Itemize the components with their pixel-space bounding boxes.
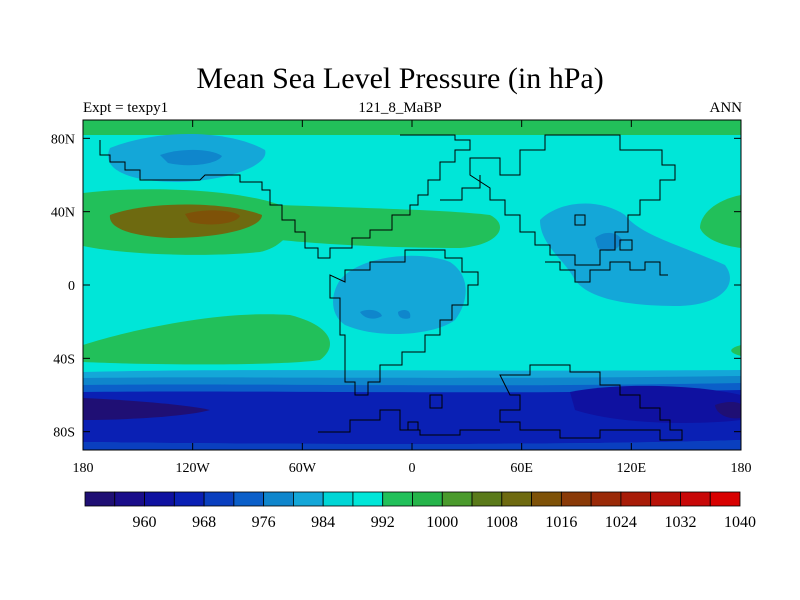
lon-tick-label: 180 bbox=[73, 461, 94, 476]
colorbar-swatch bbox=[471, 491, 503, 507]
pacific-high-center bbox=[185, 210, 240, 225]
lon-tick-label: 180 bbox=[731, 461, 752, 476]
colorbar-swatch bbox=[322, 491, 354, 507]
colorbar-swatch bbox=[620, 491, 652, 507]
colorbar-swatch bbox=[560, 491, 592, 507]
coast-island-4 bbox=[574, 214, 586, 226]
lat-tick-label: 40N bbox=[51, 206, 75, 221]
coast-south-america bbox=[329, 249, 479, 396]
east-high bbox=[700, 195, 741, 248]
colorbar-swatch bbox=[501, 491, 532, 507]
coast-south-asia bbox=[545, 261, 668, 283]
coast-europe bbox=[440, 175, 481, 201]
colorbar-swatch bbox=[293, 491, 324, 507]
lat-tick-label: 0 bbox=[68, 279, 75, 294]
colorbar-swatch bbox=[263, 491, 294, 507]
colorbar-label: 1016 bbox=[545, 514, 577, 531]
lon-tick-label: 0 bbox=[409, 461, 416, 476]
longitude-axis: 180 120W 60W 0 60E 120E 180 bbox=[73, 120, 752, 476]
colorbar-swatch bbox=[382, 491, 413, 507]
colorbar-swatch bbox=[531, 491, 562, 507]
colorbar-label: 1024 bbox=[605, 514, 637, 531]
season-label: ANN bbox=[709, 100, 743, 116]
latitude-axis: 80N 40N 0 40S 80S bbox=[51, 132, 741, 441]
lat-tick-label: 80N bbox=[51, 132, 75, 147]
colorbar-label: 1008 bbox=[486, 514, 518, 531]
coast-north-america bbox=[99, 134, 471, 259]
colorbar-swatch bbox=[233, 491, 265, 507]
colorbar-label: 968 bbox=[192, 514, 216, 531]
coastlines bbox=[99, 134, 683, 441]
colorbar-swatch bbox=[203, 491, 235, 507]
coast-island-3 bbox=[619, 239, 633, 251]
colorbar-swatch bbox=[441, 491, 473, 507]
arctic-green-band bbox=[83, 120, 741, 135]
colorbar-label: 984 bbox=[311, 514, 335, 531]
colorbar-swatch bbox=[590, 491, 622, 507]
colorbar-label: 1040 bbox=[724, 514, 756, 531]
lat-tick-label: 80S bbox=[53, 426, 75, 441]
coast-antarctica bbox=[318, 409, 500, 436]
colorbar-label: 960 bbox=[133, 514, 157, 531]
coast-island-2 bbox=[407, 421, 419, 431]
colorbar-swatch bbox=[352, 491, 384, 507]
colorbar-swatch bbox=[173, 491, 205, 507]
south-pacific-high bbox=[83, 314, 330, 365]
colorbar-label: 976 bbox=[252, 514, 276, 531]
colorbar-swatch bbox=[144, 491, 175, 507]
southern-low-west bbox=[83, 398, 210, 420]
colorbar: 960 968 976 984 992 1000 1008 1016 1024 1032 1040 bbox=[84, 491, 756, 531]
colorbar-label: 1032 bbox=[664, 514, 696, 531]
southern-low-east-core bbox=[715, 401, 741, 419]
coast-island-1 bbox=[429, 394, 443, 409]
period-label: 121_8_MaBP bbox=[358, 100, 442, 116]
colorbar-swatch bbox=[114, 491, 145, 507]
colorbar-label: 992 bbox=[371, 514, 395, 531]
coast-eurasia bbox=[469, 134, 676, 266]
lon-tick-label: 60E bbox=[510, 461, 533, 476]
southern-low-east bbox=[570, 385, 741, 423]
colorbar-swatch bbox=[412, 491, 443, 507]
lon-tick-label: 60W bbox=[289, 461, 317, 476]
atlantic-high bbox=[280, 205, 500, 248]
african-low-core-2 bbox=[398, 310, 411, 319]
colorbar-swatch bbox=[709, 491, 741, 507]
colorbar-label: 1000 bbox=[426, 514, 458, 531]
asian-low bbox=[540, 203, 730, 306]
experiment-label: Expt = texpy1 bbox=[83, 100, 169, 116]
lon-tick-label: 120W bbox=[176, 461, 211, 476]
colorbar-swatch bbox=[650, 491, 681, 507]
south-indian-high bbox=[731, 345, 741, 356]
colorbar-swatch bbox=[680, 491, 711, 507]
lon-tick-label: 120E bbox=[617, 461, 647, 476]
plot-title: Mean Sea Level Pressure (in hPa) bbox=[196, 62, 604, 95]
lat-tick-label: 40S bbox=[53, 352, 75, 367]
north-pacific-low-core bbox=[160, 149, 222, 166]
coast-australia bbox=[499, 364, 683, 441]
colorbar-swatch bbox=[84, 491, 116, 507]
contour-field bbox=[83, 120, 741, 450]
african-low-core-1 bbox=[360, 309, 382, 319]
